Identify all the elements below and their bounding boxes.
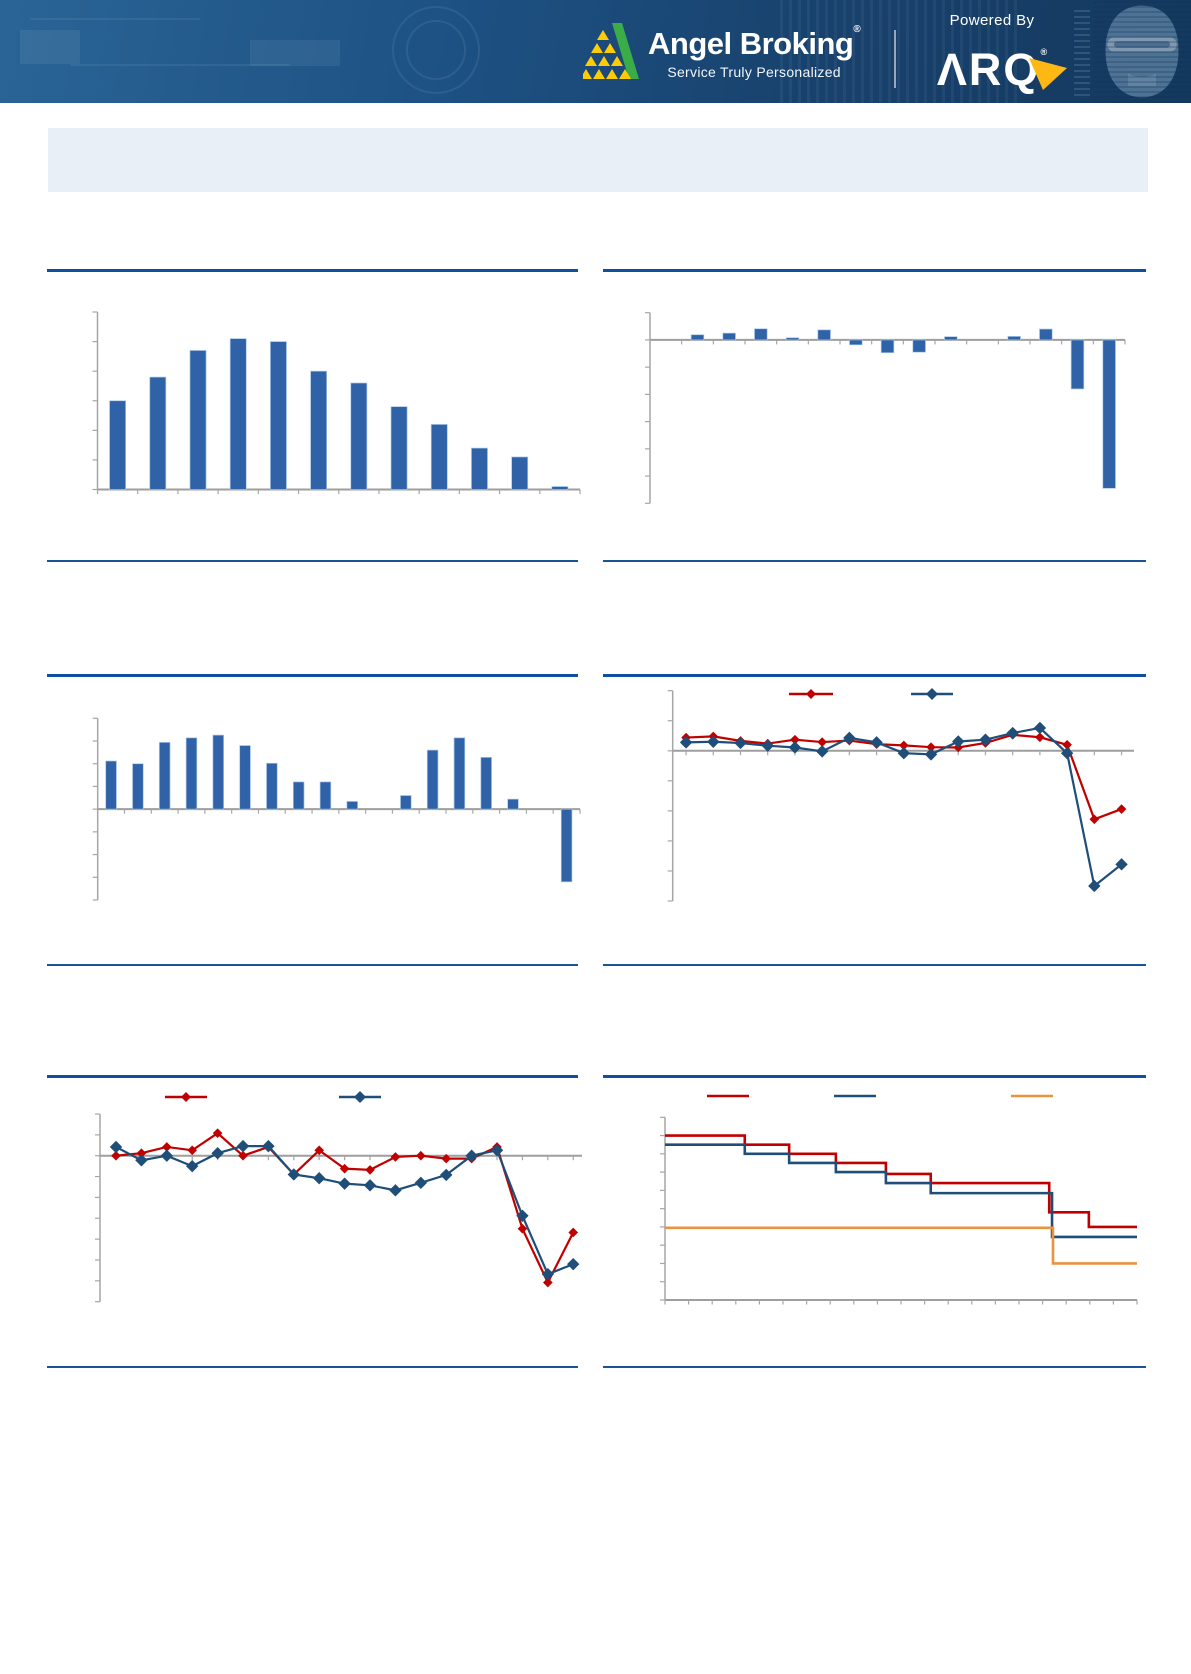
header-pattern: [780, 0, 1020, 103]
section-divider: [47, 1366, 578, 1368]
bar: [229, 338, 247, 490]
bar: [158, 742, 171, 810]
chart-volume-history-bars: [92, 311, 581, 494]
bar: [722, 332, 736, 341]
bar: [426, 749, 439, 810]
angel-broking-logo-icon: [583, 23, 639, 79]
bar: [754, 328, 768, 341]
registered-mark: ®: [853, 24, 861, 35]
header-pattern: [30, 18, 200, 20]
bar: [912, 339, 926, 353]
arq-registered-mark: ®: [1040, 47, 1048, 57]
chart-growth-lines-two-series: [667, 688, 1134, 902]
step-orange: [665, 1226, 1137, 1265]
bar: [511, 456, 529, 490]
bar: [149, 376, 167, 490]
bar: [390, 406, 408, 490]
section-divider: [603, 674, 1146, 677]
brand-text: Angel Broking: [648, 26, 854, 61]
header-glitch-pattern: [1074, 8, 1090, 96]
bar: [1007, 336, 1021, 341]
bar: [1102, 339, 1116, 489]
report-title-box: [48, 128, 1148, 192]
section-divider: [47, 964, 578, 966]
header-pattern: [250, 40, 340, 66]
arq-text: ΛRQ: [936, 44, 1041, 95]
chart-estimate-step-lines: [660, 1094, 1138, 1305]
robot-head-icon: [1105, 5, 1179, 98]
section-divider: [603, 560, 1146, 562]
bar: [310, 370, 328, 490]
header-banner: Angel Broking® Service Truly Personalize…: [0, 0, 1191, 103]
section-divider: [47, 269, 578, 272]
header-separator: [894, 30, 896, 88]
bar: [132, 763, 144, 810]
series-red-line: [686, 733, 1122, 821]
bar: [471, 447, 488, 490]
section-divider: [603, 269, 1146, 272]
bar: [185, 737, 198, 810]
series-blue-line: [686, 726, 1123, 888]
arq-wordmark: ΛRQ®: [912, 29, 1072, 93]
bar: [880, 339, 895, 354]
header-pattern: [70, 64, 290, 66]
bar: [346, 801, 358, 810]
powered-by-text: Powered By: [949, 12, 1035, 29]
bar: [849, 339, 863, 346]
section-divider: [47, 674, 578, 677]
bar: [350, 382, 368, 490]
bar: [453, 737, 466, 810]
bar: [944, 336, 958, 341]
section-divider: [47, 1075, 578, 1078]
step-blue: [665, 1143, 1137, 1239]
step-red: [665, 1134, 1137, 1229]
bar: [560, 808, 573, 883]
section-divider: [603, 1366, 1146, 1368]
bar: [239, 745, 251, 810]
chart-quarterly-margin-bars: [92, 717, 581, 901]
robot-scanlines: [1093, 0, 1191, 103]
bar: [189, 350, 207, 490]
bar: [1039, 328, 1053, 341]
section-divider: [47, 560, 578, 562]
series-red-line: [115, 1131, 575, 1286]
bar: [507, 798, 519, 810]
bar: [212, 734, 224, 810]
bar: [551, 486, 569, 490]
bar: [480, 757, 492, 810]
bar: [690, 334, 705, 341]
bar: [400, 795, 412, 810]
header-pattern: [392, 6, 480, 94]
powered-by-block: Powered By ΛRQ®: [912, 12, 1072, 93]
section-divider: [603, 1075, 1146, 1078]
brand-block: Angel Broking® Service Truly Personalize…: [648, 24, 861, 80]
bar: [785, 337, 800, 341]
bar: [270, 341, 287, 490]
series-blue-line: [115, 1145, 574, 1276]
chart-growth-bars-crash: [645, 312, 1126, 504]
brand-tagline: Service Truly Personalized: [667, 64, 841, 80]
bar: [430, 424, 448, 490]
bar: [817, 329, 831, 341]
bar: [319, 781, 332, 810]
bar: [266, 762, 278, 810]
arq-bolt-icon: [1029, 58, 1067, 90]
section-divider: [603, 964, 1146, 966]
bar: [1070, 339, 1085, 390]
bar: [292, 781, 305, 810]
header-pattern: [406, 20, 466, 80]
chart-volume-growth-lines: [95, 1091, 582, 1303]
bar: [105, 760, 117, 810]
header-pattern: [20, 30, 80, 64]
brand-name: Angel Broking®: [648, 24, 861, 62]
bar: [109, 400, 126, 490]
